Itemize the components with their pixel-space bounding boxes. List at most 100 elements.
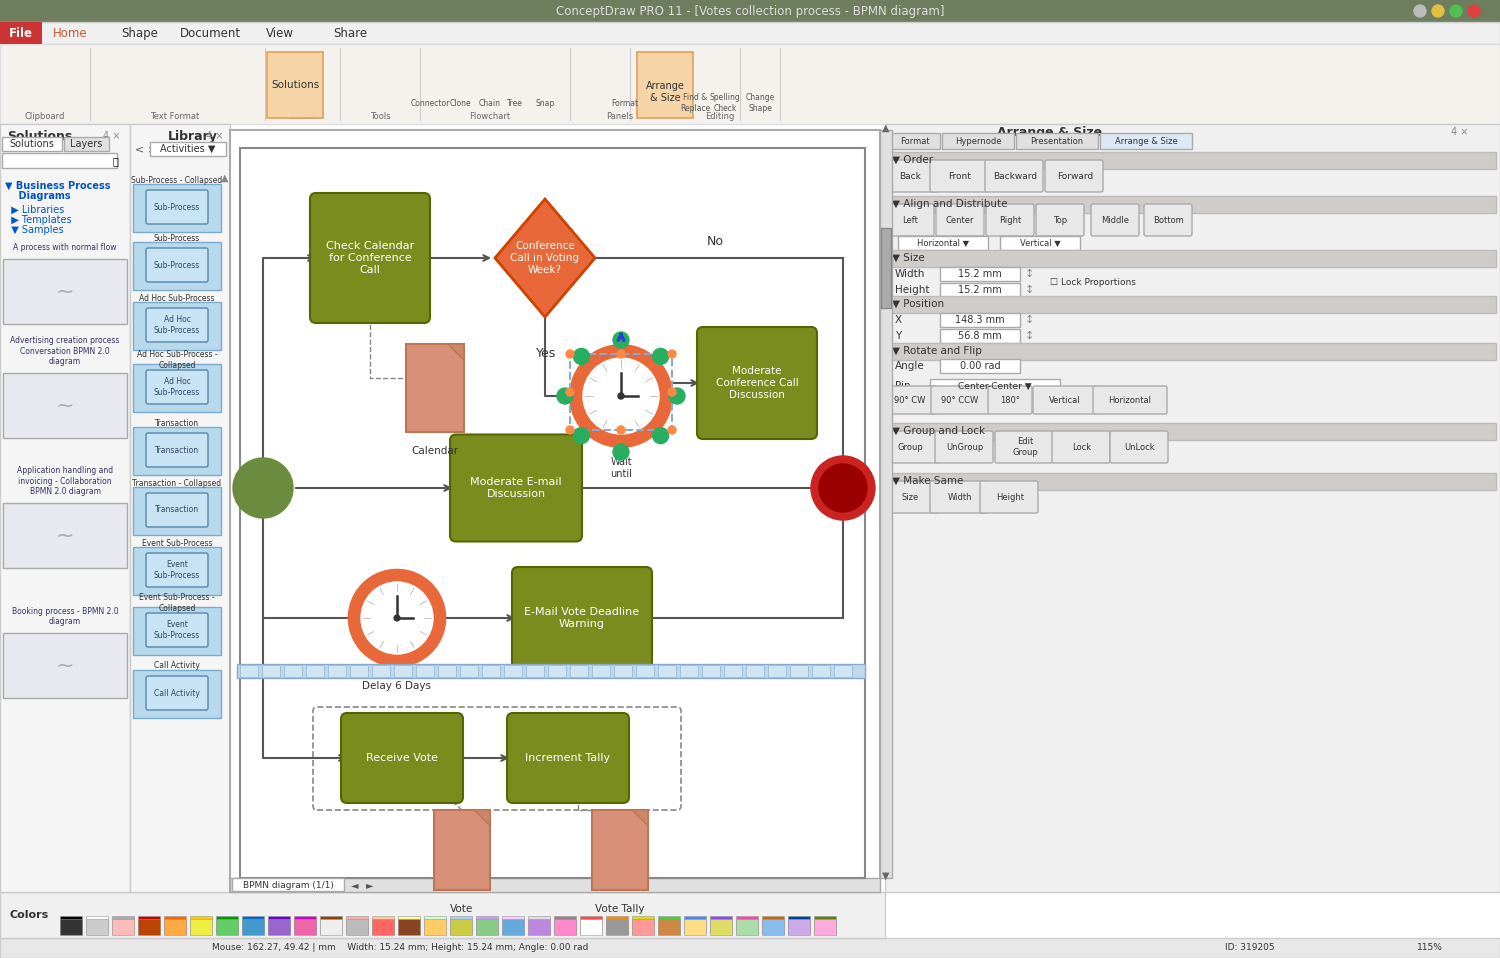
Text: Application handling and
invoicing - Collaboration
BPMN 2.0 diagram: Application handling and invoicing - Col… [16, 467, 112, 496]
FancyBboxPatch shape [86, 919, 108, 935]
FancyBboxPatch shape [680, 665, 698, 677]
Text: Panels: Panels [606, 112, 633, 121]
FancyBboxPatch shape [898, 236, 989, 250]
Text: Pin: Pin [896, 381, 910, 391]
Text: ~: ~ [56, 396, 75, 416]
FancyBboxPatch shape [888, 343, 1496, 360]
FancyBboxPatch shape [320, 919, 342, 935]
Text: Document: Document [180, 27, 240, 39]
FancyBboxPatch shape [3, 259, 128, 324]
FancyBboxPatch shape [592, 665, 610, 677]
FancyBboxPatch shape [134, 487, 220, 535]
Circle shape [812, 456, 874, 520]
Circle shape [573, 349, 590, 364]
FancyBboxPatch shape [884, 386, 938, 414]
Text: Solutions: Solutions [9, 139, 54, 149]
Text: Transaction: Transaction [154, 506, 200, 514]
FancyBboxPatch shape [940, 283, 1020, 297]
Text: Vote Tally: Vote Tally [596, 904, 645, 914]
Text: Find &
Replace: Find & Replace [680, 93, 710, 113]
Text: 90° CCW: 90° CCW [942, 396, 978, 404]
FancyBboxPatch shape [526, 665, 544, 677]
Text: UnGroup: UnGroup [946, 443, 984, 451]
FancyBboxPatch shape [138, 919, 160, 935]
Text: Sub-Process: Sub-Process [154, 261, 200, 269]
Text: 56.8 mm: 56.8 mm [958, 331, 1002, 341]
Text: Horizontal: Horizontal [1108, 396, 1152, 404]
FancyBboxPatch shape [503, 919, 524, 935]
Text: Hypernode: Hypernode [954, 136, 1002, 146]
FancyBboxPatch shape [684, 919, 706, 935]
Text: Horizontal ▼: Horizontal ▼ [916, 239, 969, 247]
FancyBboxPatch shape [580, 916, 602, 934]
Text: Presentation: Presentation [1030, 136, 1083, 146]
Text: Wait
until: Wait until [610, 457, 632, 479]
Polygon shape [633, 810, 648, 826]
FancyBboxPatch shape [346, 919, 368, 935]
Circle shape [652, 349, 669, 364]
Text: 4 ×: 4 × [104, 131, 120, 141]
Text: 0.00 rad: 0.00 rad [960, 361, 1000, 371]
Text: Diagrams: Diagrams [4, 191, 70, 201]
Circle shape [618, 393, 624, 399]
Text: Share: Share [333, 27, 368, 39]
Text: Size: Size [902, 492, 918, 501]
FancyBboxPatch shape [146, 308, 208, 342]
Circle shape [232, 458, 292, 518]
Circle shape [556, 388, 573, 404]
Text: Back: Back [898, 171, 921, 180]
Circle shape [668, 388, 676, 396]
Text: ▼ Business Process: ▼ Business Process [4, 181, 111, 191]
Text: Width: Width [896, 269, 926, 279]
Text: Event
Sub-Process: Event Sub-Process [154, 560, 200, 580]
FancyBboxPatch shape [880, 481, 938, 513]
FancyBboxPatch shape [112, 916, 134, 934]
FancyBboxPatch shape [150, 142, 226, 156]
Circle shape [348, 569, 445, 667]
Text: Solutions: Solutions [272, 80, 320, 90]
FancyBboxPatch shape [230, 878, 880, 892]
Text: Clone: Clone [448, 99, 471, 107]
Circle shape [584, 358, 658, 434]
Text: Event Sub-Process -
Collapsed: Event Sub-Process - Collapsed [140, 593, 214, 613]
FancyBboxPatch shape [762, 919, 784, 935]
FancyBboxPatch shape [768, 665, 786, 677]
FancyBboxPatch shape [242, 919, 264, 935]
FancyBboxPatch shape [888, 423, 1496, 440]
FancyBboxPatch shape [134, 547, 220, 595]
FancyBboxPatch shape [0, 0, 1500, 22]
Text: Layers: Layers [70, 139, 102, 149]
FancyBboxPatch shape [306, 665, 324, 677]
Circle shape [566, 350, 574, 358]
Text: ↕: ↕ [1024, 285, 1035, 295]
FancyBboxPatch shape [934, 431, 993, 463]
Text: ↕: ↕ [1024, 269, 1035, 279]
FancyBboxPatch shape [710, 919, 732, 935]
FancyBboxPatch shape [658, 665, 676, 677]
FancyBboxPatch shape [232, 878, 344, 891]
Circle shape [819, 464, 867, 512]
FancyBboxPatch shape [268, 916, 290, 934]
FancyBboxPatch shape [698, 327, 818, 439]
Text: Home: Home [53, 27, 87, 39]
Text: 4 ×: 4 × [207, 131, 224, 141]
Circle shape [573, 427, 590, 444]
FancyBboxPatch shape [328, 665, 346, 677]
FancyBboxPatch shape [190, 919, 211, 935]
FancyBboxPatch shape [450, 435, 582, 541]
Text: Vote: Vote [450, 904, 474, 914]
FancyBboxPatch shape [570, 665, 588, 677]
FancyBboxPatch shape [138, 916, 160, 934]
Polygon shape [448, 344, 464, 360]
FancyBboxPatch shape [438, 665, 456, 677]
FancyBboxPatch shape [482, 665, 500, 677]
Text: Yes: Yes [536, 347, 556, 359]
FancyBboxPatch shape [310, 193, 430, 323]
Text: ▲: ▲ [882, 123, 890, 133]
FancyBboxPatch shape [424, 916, 445, 934]
FancyBboxPatch shape [888, 296, 1496, 313]
FancyBboxPatch shape [164, 919, 186, 935]
Text: Transaction: Transaction [154, 445, 200, 454]
Text: Editing: Editing [705, 112, 735, 121]
FancyBboxPatch shape [146, 370, 208, 404]
